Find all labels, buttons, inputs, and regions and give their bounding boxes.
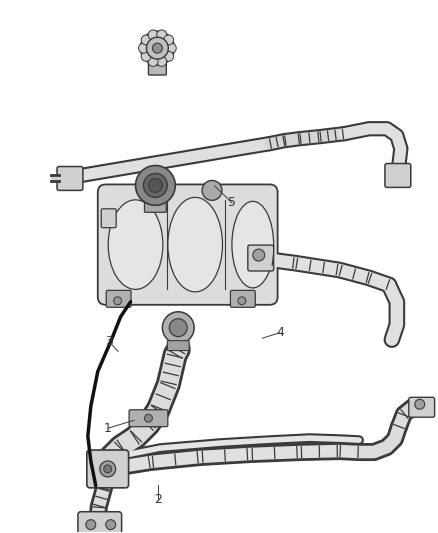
Ellipse shape [232, 201, 274, 288]
FancyBboxPatch shape [409, 397, 434, 417]
Circle shape [138, 43, 148, 53]
Circle shape [152, 43, 162, 53]
Circle shape [141, 35, 151, 45]
Circle shape [144, 173, 167, 197]
FancyBboxPatch shape [167, 341, 189, 351]
FancyBboxPatch shape [98, 184, 278, 305]
Circle shape [148, 179, 162, 192]
Ellipse shape [168, 197, 223, 292]
FancyBboxPatch shape [248, 245, 274, 271]
FancyBboxPatch shape [78, 512, 122, 533]
FancyBboxPatch shape [106, 290, 131, 308]
Circle shape [164, 51, 173, 61]
Circle shape [145, 414, 152, 422]
FancyBboxPatch shape [148, 61, 166, 75]
FancyBboxPatch shape [145, 203, 166, 212]
FancyBboxPatch shape [230, 290, 255, 308]
FancyBboxPatch shape [385, 164, 411, 188]
Circle shape [114, 297, 122, 305]
Circle shape [164, 35, 173, 45]
FancyBboxPatch shape [101, 209, 116, 228]
FancyBboxPatch shape [129, 410, 168, 426]
Text: 4: 4 [276, 326, 284, 340]
Circle shape [157, 30, 167, 40]
Circle shape [415, 399, 425, 409]
FancyBboxPatch shape [57, 166, 83, 190]
Circle shape [135, 166, 175, 205]
Circle shape [141, 31, 174, 65]
Circle shape [157, 56, 167, 67]
Text: 2: 2 [154, 494, 162, 506]
Circle shape [148, 56, 158, 67]
Circle shape [202, 181, 222, 200]
Text: 5: 5 [228, 196, 236, 209]
Circle shape [141, 51, 151, 61]
Text: 1: 1 [104, 422, 112, 435]
Circle shape [253, 249, 265, 261]
Circle shape [238, 297, 246, 305]
Circle shape [166, 43, 176, 53]
Circle shape [106, 520, 116, 530]
Circle shape [104, 465, 112, 473]
Circle shape [148, 30, 158, 40]
Circle shape [100, 461, 116, 477]
Circle shape [170, 319, 187, 337]
Ellipse shape [108, 200, 163, 289]
Circle shape [146, 37, 168, 59]
FancyBboxPatch shape [87, 450, 129, 488]
Circle shape [162, 312, 194, 344]
Text: 3: 3 [106, 335, 113, 348]
Circle shape [86, 520, 96, 530]
